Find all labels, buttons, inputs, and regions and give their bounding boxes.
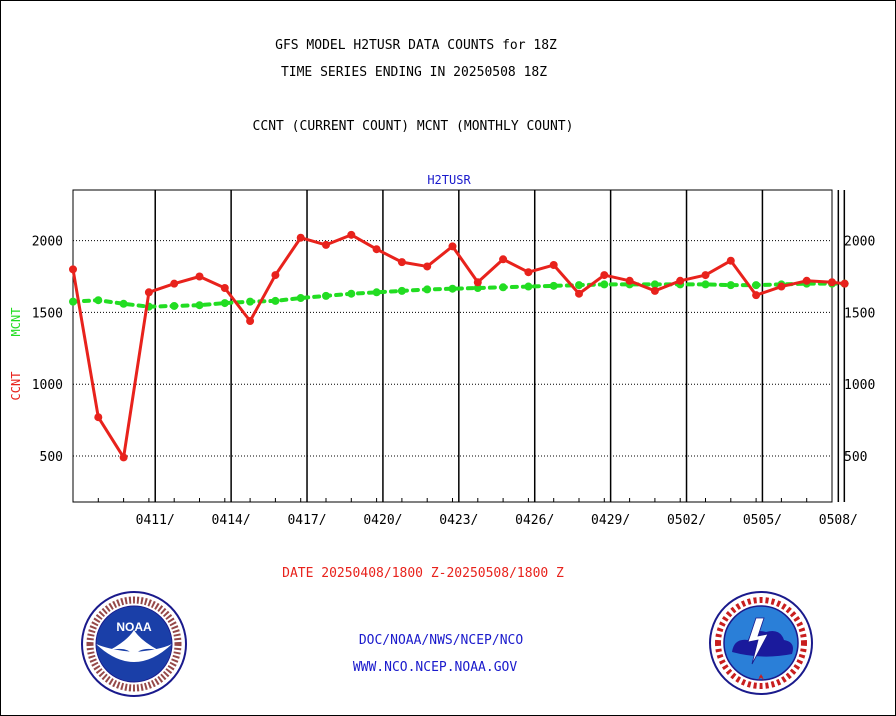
- data-point-ccnt: [119, 453, 128, 462]
- data-point-mcnt: [170, 301, 179, 310]
- data-point-ccnt: [650, 286, 659, 295]
- data-point-ccnt: [777, 282, 786, 291]
- data-point-ccnt: [549, 261, 558, 270]
- data-point-mcnt: [220, 299, 229, 308]
- series-line-ccnt: [71, 233, 847, 459]
- data-point-ccnt: [170, 279, 179, 288]
- x-tick-label: 0420/: [363, 513, 402, 528]
- data-point-mcnt: [347, 289, 356, 298]
- data-point-mcnt: [524, 282, 533, 291]
- x-tick-label: 0508/: [819, 513, 858, 528]
- data-point-ccnt: [802, 276, 811, 285]
- data-point-mcnt: [575, 281, 583, 290]
- data-point-ccnt: [246, 317, 255, 326]
- y-tick-label-left: 500: [40, 450, 63, 465]
- data-point-ccnt: [271, 271, 280, 280]
- data-point-mcnt: [119, 299, 128, 308]
- y-tick-label-left: 2000: [32, 235, 63, 250]
- data-point-ccnt: [600, 271, 609, 280]
- credit-line-1: DOC/NOAA/NWS/NCEP/NCO: [358, 633, 524, 648]
- data-point-mcnt: [271, 296, 280, 305]
- data-point-mcnt: [600, 280, 609, 289]
- date-range-label: DATE 20250408/1800 Z-20250508/1800 Z: [282, 566, 564, 581]
- data-point-mcnt: [650, 280, 659, 289]
- y-tick-label-left: 1500: [32, 306, 63, 321]
- data-point-ccnt: [752, 291, 761, 300]
- data-point-mcnt: [94, 296, 103, 305]
- y-tick-label-right: 1500: [844, 306, 875, 321]
- data-point-ccnt: [69, 265, 77, 274]
- plot-area: [72, 189, 833, 503]
- y-axis-label-mcnt: MCNT: [9, 308, 23, 337]
- data-point-mcnt: [69, 297, 77, 306]
- data-point-ccnt: [296, 233, 305, 242]
- data-point-ccnt: [625, 276, 634, 285]
- nws-logo-icon: [709, 591, 813, 695]
- data-point-ccnt: [448, 242, 457, 251]
- data-point-mcnt: [423, 285, 432, 294]
- data-point-ccnt: [499, 255, 508, 264]
- x-tick-label: 0414/: [212, 513, 251, 528]
- data-point-ccnt: [840, 279, 849, 288]
- data-point-mcnt: [372, 288, 381, 297]
- data-point-mcnt: [397, 286, 406, 295]
- series-line-mcnt: [71, 281, 847, 309]
- data-point-mcnt: [499, 283, 508, 292]
- chart-title-line1: GFS MODEL H2TUSR DATA COUNTS for 18Z: [275, 38, 557, 53]
- data-point-ccnt: [220, 283, 229, 292]
- x-tick-label: 0411/: [136, 513, 175, 528]
- data-point-ccnt: [195, 272, 204, 281]
- data-point-mcnt: [322, 291, 330, 300]
- y-tick-label-right: 500: [844, 450, 867, 465]
- data-point-mcnt: [246, 297, 255, 306]
- data-point-mcnt: [296, 294, 305, 303]
- y-axis-label-ccnt: CCNT: [9, 372, 23, 401]
- data-point-mcnt: [195, 301, 204, 310]
- chart-subtitle: CCNT (CURRENT COUNT) MCNT (MONTHLY COUNT…: [252, 119, 574, 134]
- data-point-ccnt: [828, 278, 836, 287]
- data-point-ccnt: [347, 230, 356, 239]
- data-point-ccnt: [397, 258, 406, 267]
- data-point-mcnt: [549, 281, 558, 290]
- y-tick-label-right: 1000: [844, 378, 875, 393]
- data-point-ccnt: [144, 288, 153, 297]
- y-tick-label-left: 1000: [32, 378, 63, 393]
- series-title: H2TUSR: [427, 173, 471, 187]
- data-point-ccnt: [701, 271, 710, 280]
- data-point-mcnt: [726, 281, 735, 290]
- x-tick-label: 0502/: [667, 513, 706, 528]
- x-tick-label: 0429/: [591, 513, 630, 528]
- x-tick-label: 0505/: [743, 513, 782, 528]
- data-point-mcnt: [448, 284, 457, 293]
- data-point-mcnt: [752, 281, 761, 290]
- x-tick-label: 0426/: [515, 513, 554, 528]
- y-tick-label-right: 2000: [844, 235, 875, 250]
- data-point-ccnt: [423, 262, 432, 271]
- data-point-ccnt: [676, 276, 685, 285]
- y-axis-label-group: CCNT MCNT: [9, 308, 23, 401]
- data-point-ccnt: [524, 268, 533, 277]
- x-tick-label: 0423/: [439, 513, 478, 528]
- data-point-ccnt: [575, 289, 583, 298]
- data-point-mcnt: [473, 283, 482, 292]
- noaa-logo-icon: NOAA: [81, 591, 187, 697]
- data-point-ccnt: [94, 413, 103, 422]
- noaa-logo-text: NOAA: [116, 620, 152, 634]
- data-point-ccnt: [726, 256, 735, 265]
- data-point-ccnt: [322, 240, 330, 249]
- data-point-mcnt: [701, 280, 710, 289]
- data-point-ccnt: [473, 278, 482, 287]
- x-tick-label: 0417/: [287, 513, 326, 528]
- credit-line-2: WWW.NCO.NCEP.NOAA.GOV: [352, 660, 518, 675]
- data-point-ccnt: [372, 245, 381, 254]
- chart-title-line2: TIME SERIES ENDING IN 20250508 18Z: [280, 65, 548, 80]
